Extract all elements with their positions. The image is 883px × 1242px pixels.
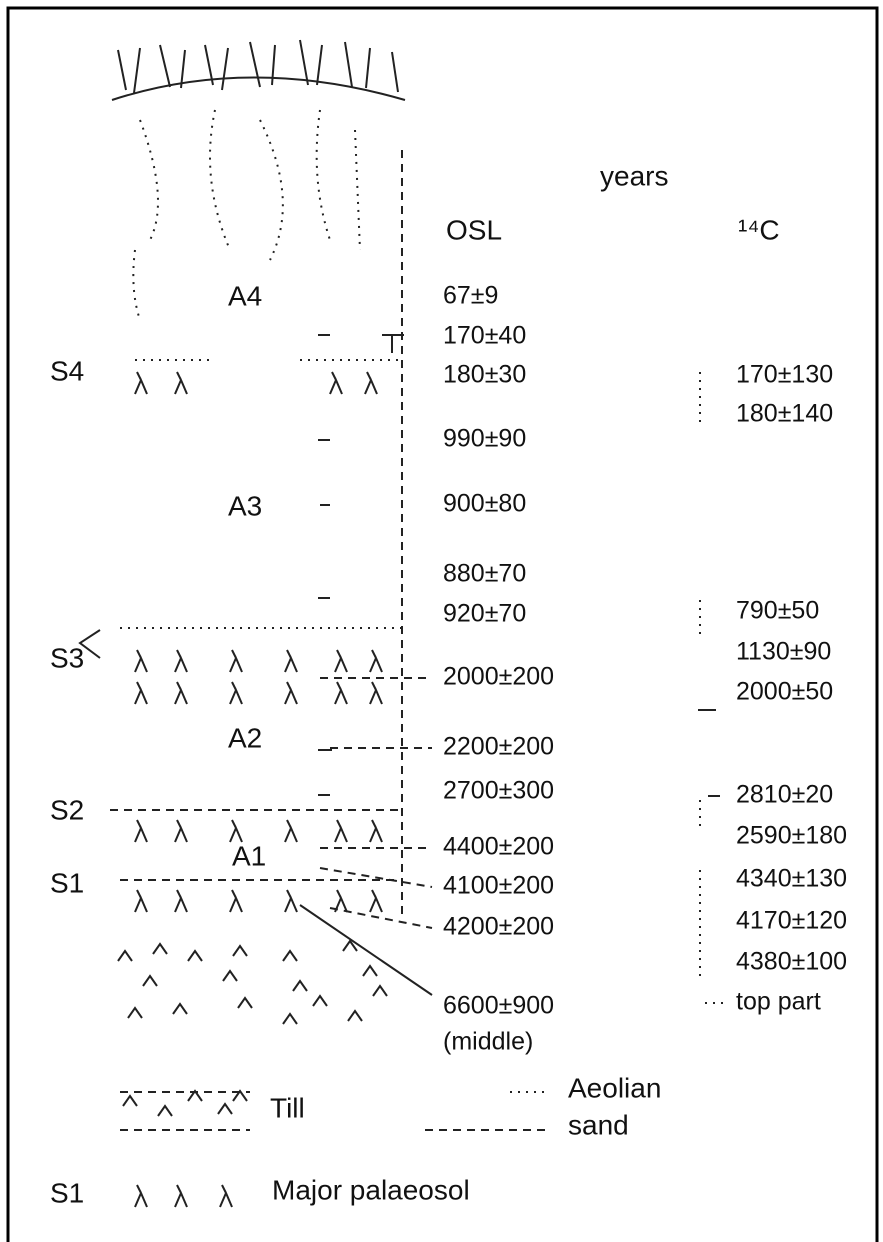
till-symbol — [143, 976, 157, 986]
c14-date: 1130±90 — [736, 638, 831, 666]
till-symbol — [173, 1004, 187, 1014]
till-symbol — [233, 946, 247, 956]
c14-date: 4380±100 — [736, 948, 847, 976]
c14-date: 4170±120 — [736, 907, 847, 935]
osl-date: (middle) — [443, 1028, 533, 1056]
c14-date: 170±130 — [736, 361, 833, 389]
till-symbol — [153, 944, 167, 954]
c14-date: 2590±180 — [736, 822, 847, 850]
legend-aeolian: Aeolian — [568, 1072, 661, 1103]
years-label: years — [600, 160, 668, 191]
soil-symbol — [175, 650, 187, 672]
soil-symbol — [335, 890, 347, 912]
osl-date: 67±9 — [443, 282, 498, 310]
soil-symbol — [370, 890, 382, 912]
soil-symbol — [285, 890, 297, 912]
osl-date: 2000±200 — [443, 663, 554, 691]
till-symbol — [363, 966, 377, 976]
soil-symbol — [285, 820, 297, 842]
legend-sand: sand — [568, 1109, 629, 1140]
soil-symbol — [220, 1185, 232, 1207]
soil-label: S2 — [50, 794, 84, 825]
soil-symbol — [335, 820, 347, 842]
till-symbol — [293, 981, 307, 991]
soil-symbol — [135, 372, 147, 394]
osl-date: 900±80 — [443, 490, 526, 518]
c14-date: 2810±20 — [736, 781, 833, 809]
soil-label: S1 — [50, 867, 84, 898]
soil-label: S4 — [50, 355, 84, 386]
legend-till: Till — [270, 1092, 305, 1123]
osl-date: 880±70 — [443, 560, 526, 588]
till-symbol — [348, 1011, 362, 1021]
osl-date: 4400±200 — [443, 833, 554, 861]
soil-symbol — [230, 820, 242, 842]
c14-date: 4340±130 — [736, 865, 847, 893]
unit-label: A2 — [228, 722, 262, 753]
soil-symbol — [285, 682, 297, 704]
soil-symbol — [230, 682, 242, 704]
soil-symbol — [175, 682, 187, 704]
till-symbol — [313, 996, 327, 1006]
soil-symbol — [365, 372, 377, 394]
c14-date: 180±140 — [736, 400, 833, 428]
soil-symbol — [135, 820, 147, 842]
soil-symbol — [330, 372, 342, 394]
till-symbol — [188, 951, 202, 961]
till-symbol — [283, 1014, 297, 1024]
osl-date: 2700±300 — [443, 777, 554, 805]
till-symbol — [283, 951, 297, 961]
soil-symbol — [175, 1185, 187, 1207]
c14-header: ¹⁴C — [738, 214, 780, 245]
osl-date: 990±90 — [443, 425, 526, 453]
soil-symbol — [175, 820, 187, 842]
c14-date: top part — [736, 988, 821, 1016]
soil-symbol — [135, 1185, 147, 1207]
legend-palaeosol: Major palaeosol — [272, 1174, 470, 1205]
soil-symbol — [335, 650, 347, 672]
osl-date: 4100±200 — [443, 872, 554, 900]
unit-label: A4 — [228, 280, 262, 311]
till-symbol — [128, 1008, 142, 1018]
till-symbol — [123, 1096, 137, 1106]
soil-symbol — [370, 650, 382, 672]
soil-symbol — [230, 650, 242, 672]
osl-date: 6600±900 — [443, 992, 554, 1020]
osl-date: 180±30 — [443, 361, 526, 389]
till-symbol — [158, 1106, 172, 1116]
soil-label: S3 — [50, 642, 84, 673]
soil-symbol — [230, 890, 242, 912]
soil-symbol — [370, 820, 382, 842]
till-symbol — [238, 998, 252, 1008]
soil-symbol — [335, 682, 347, 704]
till-symbol — [373, 986, 387, 996]
till-symbol — [118, 951, 132, 961]
soil-symbol — [135, 650, 147, 672]
osl-date: 2200±200 — [443, 733, 554, 761]
diagram: years OSL ¹⁴C A4 A3 A2 A1 S4 S3 S2 S1 67±9 170±40 180… — [0, 0, 883, 1242]
c14-ticks — [698, 710, 720, 796]
soil-symbol — [175, 890, 187, 912]
till-symbol — [223, 971, 237, 981]
osl-date: 920±70 — [443, 600, 526, 628]
soil-symbol — [135, 890, 147, 912]
c14-date: 2000±50 — [736, 678, 833, 706]
osl-header: OSL — [446, 214, 502, 245]
legend-soil-code: S1 — [50, 1177, 84, 1208]
soil-symbol — [175, 372, 187, 394]
c14-date: 790±50 — [736, 597, 819, 625]
osl-date: 170±40 — [443, 322, 526, 350]
unit-label: A1 — [232, 840, 266, 871]
soil-symbol — [135, 682, 147, 704]
soil-symbol — [285, 650, 297, 672]
till-symbol — [218, 1104, 232, 1114]
osl-date: 4200±200 — [443, 913, 554, 941]
unit-label: A3 — [228, 490, 262, 521]
root-zone — [112, 40, 405, 320]
c14-markers — [700, 372, 725, 1003]
soil-symbol — [370, 682, 382, 704]
